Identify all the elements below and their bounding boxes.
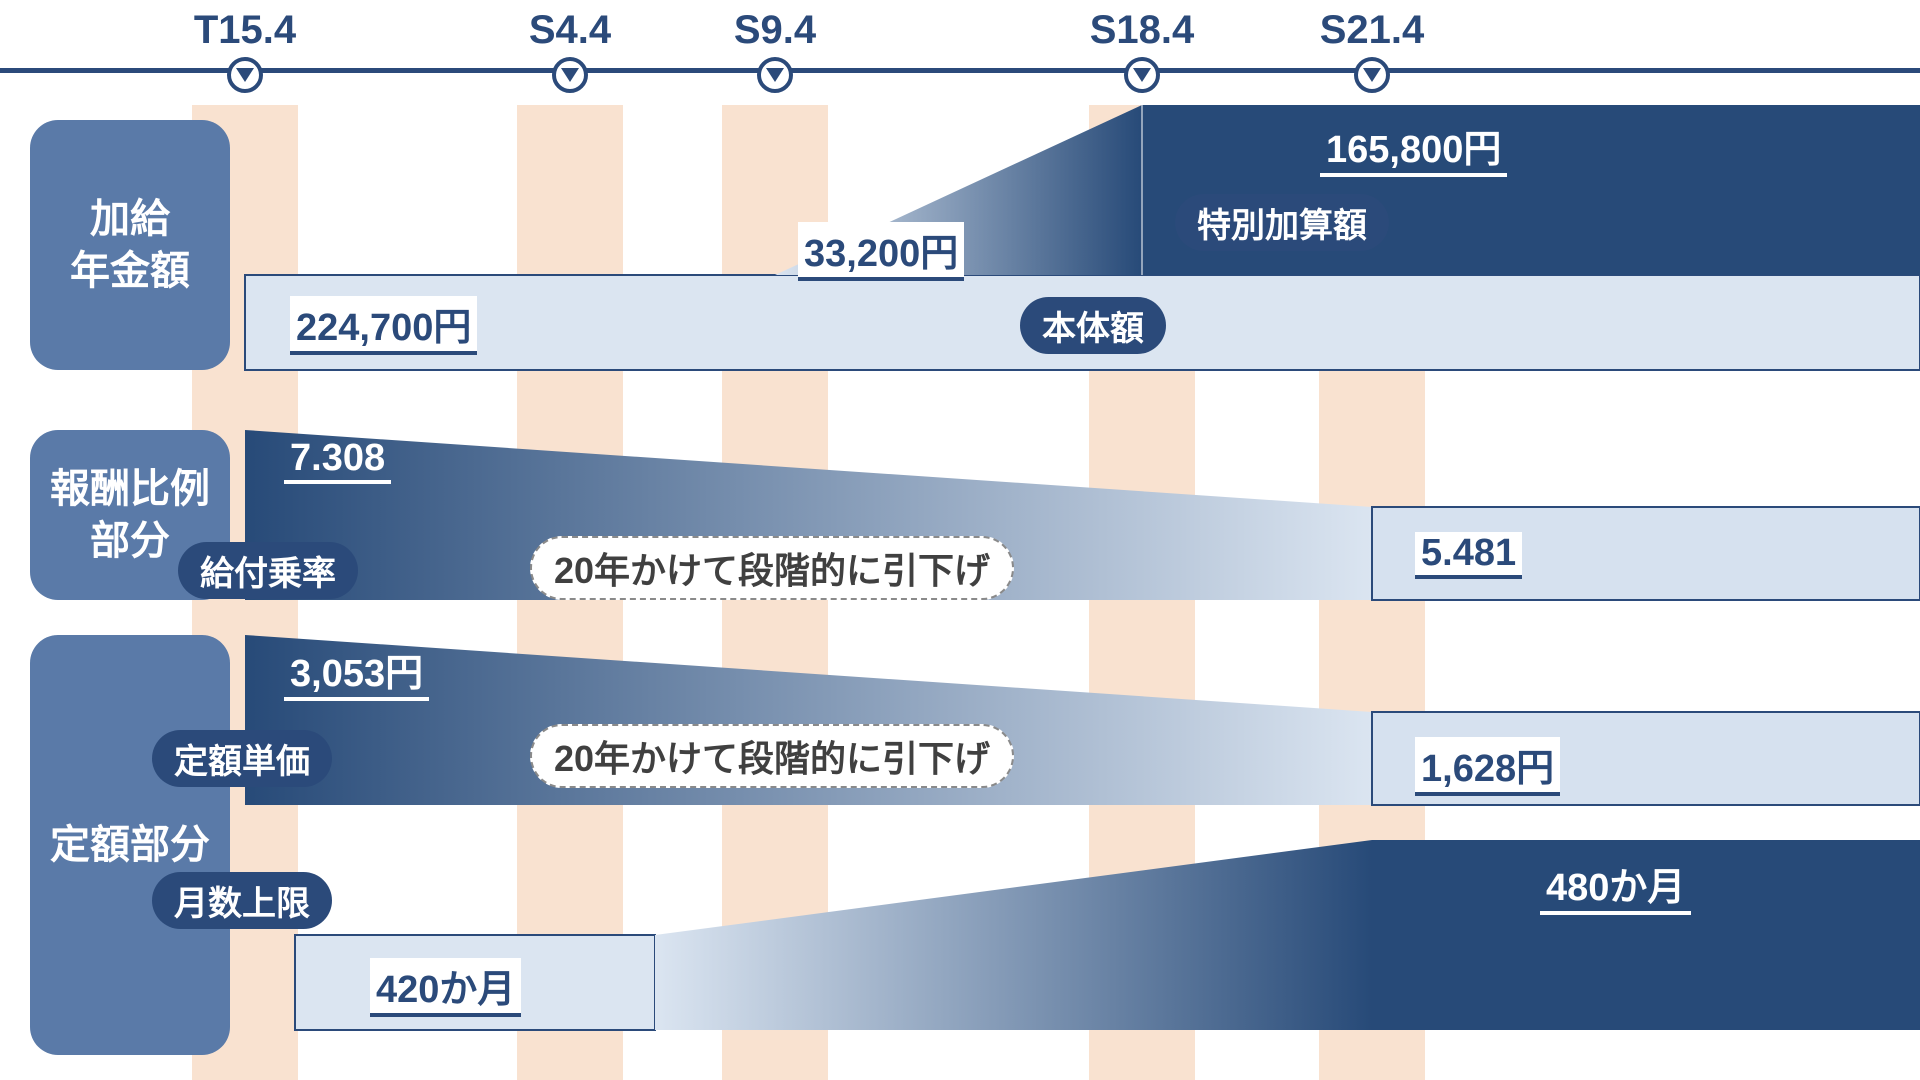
timeline-label: S21.4 bbox=[1320, 8, 1425, 53]
timeline-label: S9.4 bbox=[734, 8, 816, 53]
timeline-marker bbox=[1354, 57, 1390, 93]
note-pill: 20年かけて段階的に引下げ bbox=[530, 724, 1014, 788]
value-label: 165,800円 bbox=[1320, 118, 1507, 177]
timeline-marker bbox=[227, 57, 263, 93]
timeline-marker bbox=[1124, 57, 1160, 93]
value-label: 7.308 bbox=[284, 437, 391, 484]
section-label: 加給 年金額 bbox=[30, 120, 230, 370]
value-label: 33,200円 bbox=[798, 222, 964, 281]
value-label: 3,053円 bbox=[284, 642, 429, 701]
label-pill: 本体額 bbox=[1020, 297, 1166, 354]
timeline-marker bbox=[552, 57, 588, 93]
value-label: 224,700円 bbox=[290, 296, 477, 355]
section-label: 定額部分 bbox=[30, 635, 230, 1055]
value-label: 480か月 bbox=[1540, 856, 1691, 915]
label-pill: 特別加算額 bbox=[1175, 194, 1389, 251]
value-label: 420か月 bbox=[370, 958, 521, 1017]
label-pill: 定額単価 bbox=[152, 730, 332, 787]
label-pill: 月数上限 bbox=[152, 872, 332, 929]
timeline-label: T15.4 bbox=[194, 8, 296, 53]
note-pill: 20年かけて段階的に引下げ bbox=[530, 536, 1014, 600]
timeline-marker bbox=[757, 57, 793, 93]
label-pill: 給付乗率 bbox=[178, 542, 358, 599]
value-label: 5.481 bbox=[1415, 532, 1522, 579]
value-label: 1,628円 bbox=[1415, 737, 1560, 796]
timeline-label: S4.4 bbox=[529, 8, 611, 53]
timeline-label: S18.4 bbox=[1090, 8, 1195, 53]
